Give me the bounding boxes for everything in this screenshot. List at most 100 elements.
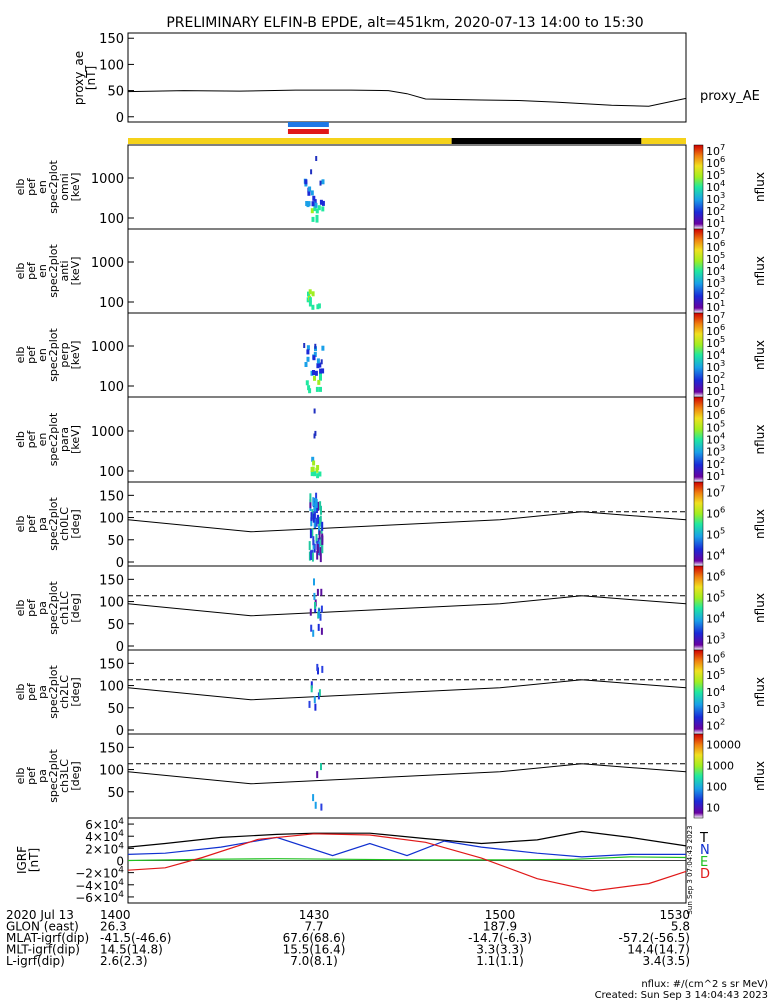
pitch-angle-cell xyxy=(313,696,316,704)
colorbar-tick-label: 103 xyxy=(706,274,725,290)
panel-ylabel-line: spec2plot xyxy=(47,497,60,551)
spectrogram-cell xyxy=(308,186,312,192)
proxy-ae-ylabel-text: proxy_ae xyxy=(72,51,86,105)
pitch-angle-cell xyxy=(316,544,319,553)
spectrogram-cell xyxy=(315,467,319,473)
igrf-legend-T: T xyxy=(699,831,708,846)
panel-ylabel-line: [keV] xyxy=(69,341,82,370)
side-stamp: Sun Sep 3 07:04:43 2023 xyxy=(686,825,694,914)
pitch-angle-cell xyxy=(318,689,321,697)
spectrogram-tick-label: 1000 xyxy=(91,256,124,271)
proxy-ae-ylabel: proxy_ae[nT] xyxy=(72,51,98,105)
spectrogram-cell xyxy=(305,380,309,386)
colorbar-label-text: nflux xyxy=(753,677,767,707)
spectrogram-cell xyxy=(311,304,315,310)
spectrogram-cell xyxy=(311,456,315,462)
panel-ylabel-line: ch2LC xyxy=(58,675,71,709)
colorbar-tick-label: 106 xyxy=(706,568,725,584)
colorbar xyxy=(693,228,704,314)
figure-title: PRELIMINARY ELFIN-B EPDE, alt=451km, 202… xyxy=(166,15,643,31)
pitch-angle-cell xyxy=(315,517,318,527)
colorbar-label: nflux xyxy=(753,509,767,539)
spectrogram-cell xyxy=(320,359,323,365)
igrf-series-D xyxy=(127,833,687,892)
footer-cell: 1400 xyxy=(100,908,131,922)
spectrogram-cell xyxy=(321,200,325,206)
spectrogram-cell xyxy=(321,206,325,212)
panel-ylabel-line: spec2plot xyxy=(47,160,60,214)
pitch-angle-cell xyxy=(315,534,318,543)
pitch-angle-cell xyxy=(316,663,319,671)
spectrogram-cell xyxy=(308,297,312,303)
panel-ylabel-line: pef xyxy=(25,430,38,449)
pitch-angle-cell xyxy=(320,627,323,635)
panel-ylabel-line: pa xyxy=(36,517,49,531)
colorbar-label-text: nflux xyxy=(753,256,767,286)
spectrogram-cell xyxy=(314,343,317,349)
footer-cell: 187.9 xyxy=(483,920,517,934)
colorbar-tick-label: 104 xyxy=(706,547,725,563)
pitch-angle-cell xyxy=(311,528,314,538)
spectrogram-tick-label: 100 xyxy=(99,465,124,480)
spectrogram-frame xyxy=(127,396,687,483)
spectrogram-cell xyxy=(312,195,316,201)
igrf-tick-label: 0 xyxy=(116,855,124,869)
colorbar-tick-label: 105 xyxy=(706,250,725,266)
proxy-ae-tick-label: 150 xyxy=(99,32,124,47)
panel-ylabel-line: elb xyxy=(14,600,27,617)
spectrogram-cell xyxy=(311,216,315,222)
spectrogram-tick-label: 100 xyxy=(99,380,124,395)
panel-ylabel-line: pa xyxy=(36,601,49,615)
proxy-ae-ylabel-unit: [nT] xyxy=(84,66,98,90)
colorbar xyxy=(693,144,704,230)
pitch-angle-cell xyxy=(318,530,321,540)
footer-cell: 5.8 xyxy=(671,920,690,934)
panel-ylabel-line: spec2plot xyxy=(47,665,60,719)
spectrogram-cell xyxy=(311,201,315,207)
spectrogram-tick-label: 1000 xyxy=(91,425,124,440)
spectrogram-cell xyxy=(306,356,310,362)
footer-cell: 3.3(3.3) xyxy=(476,943,524,957)
pitch-angle-cell xyxy=(315,498,318,508)
spectrogram-cell xyxy=(317,205,321,211)
spectrogram-cell xyxy=(313,375,316,381)
spectrogram-cell xyxy=(314,370,318,376)
colorbar-tick-label: 102 xyxy=(706,717,725,733)
pitch-angle-cell xyxy=(316,550,319,560)
panel-ylabel-line: omni xyxy=(58,173,71,200)
pitch-angle-tick-label: 150 xyxy=(99,657,124,672)
panel-ylabel-line: pef xyxy=(25,598,38,617)
panel-ylabel-line: en xyxy=(36,180,49,194)
colorbar-label: nflux xyxy=(753,425,767,455)
footer-cell: 15.5(16.4) xyxy=(283,943,346,957)
colorbar-label-text: nflux xyxy=(753,340,767,370)
colorbar-tick-label: 104 xyxy=(706,346,725,362)
footer-row-label: 2020 Jul 13 xyxy=(6,908,74,922)
loss-cone-line xyxy=(127,763,687,785)
spectrogram-cell xyxy=(310,471,314,477)
colorbar xyxy=(693,481,704,567)
colorbar-tick-label: 100 xyxy=(706,781,727,794)
spectrogram-cell xyxy=(307,291,310,297)
orbit-segment xyxy=(451,138,642,144)
footer-cell: -41.5(-46.6) xyxy=(100,931,171,945)
pitch-angle-cell xyxy=(314,605,317,613)
colorbar-tick-label: 104 xyxy=(706,683,725,699)
pitch-angle-cell xyxy=(315,504,318,514)
colorbar-label: nflux xyxy=(753,172,767,202)
spectrogram-cell xyxy=(317,379,321,385)
igrf-tick-label: −2×104 xyxy=(75,866,124,881)
footer-table: 2020 Jul 13 1400 1430 1500 1530 GLON (east) 26… xyxy=(6,908,768,1000)
igrf-ylabel: IGRF[nT] xyxy=(15,846,41,874)
loss-cone-line xyxy=(127,595,687,617)
colorbar-tick-label: 106 xyxy=(706,154,725,170)
pitch-angle-cell xyxy=(316,588,319,596)
panel-ylabel-line: spec2plot xyxy=(47,244,60,298)
panel-ylabel-line: pa xyxy=(36,769,49,783)
spectrogram-cell xyxy=(306,202,310,208)
spectrogram-cell xyxy=(304,362,308,367)
spectrogram-cell xyxy=(306,345,310,351)
panel-ylabel-line: pa xyxy=(36,685,49,699)
colorbar-tick-label: 107 xyxy=(706,142,725,158)
